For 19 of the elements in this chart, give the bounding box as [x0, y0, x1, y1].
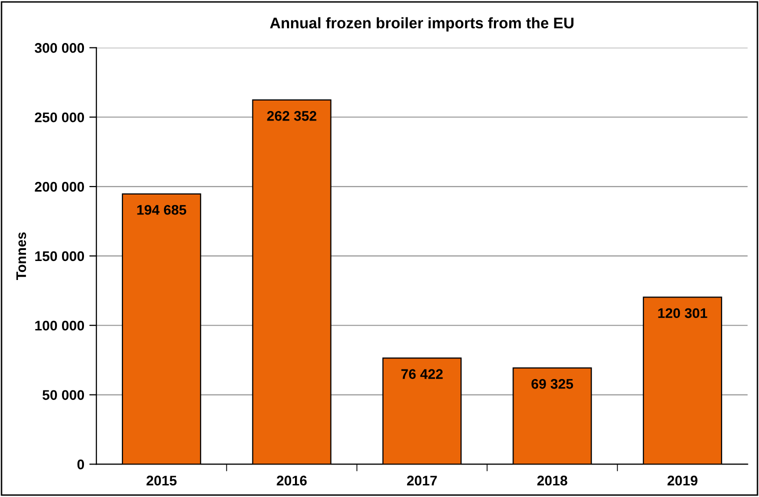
y-tick-label: 150 000	[35, 251, 84, 262]
data-label: 262 352	[267, 111, 316, 121]
x-tick-label: 2017	[407, 476, 437, 486]
data-label: 76 422	[401, 369, 443, 379]
chart-title: Annual frozen broiler imports from the EU	[270, 17, 574, 32]
data-label: 69 325	[532, 378, 574, 389]
y-axis-title: Tonnes	[16, 232, 26, 280]
y-tick-label: 50 000	[42, 390, 84, 400]
data-label: 120 301	[658, 308, 708, 318]
x-tick-label: 2015	[146, 476, 177, 486]
x-tick-label: 2016	[276, 476, 307, 486]
y-tick-label: 250 000	[34, 112, 84, 122]
data-label: 194 685	[137, 204, 186, 215]
y-tick-label: 300 000	[34, 43, 84, 53]
x-tick-label: 2018	[537, 476, 568, 486]
y-tick-label: 0	[77, 460, 84, 470]
y-tick-label: 100 000	[35, 320, 84, 331]
y-tick-label: 200 000	[34, 182, 84, 192]
x-tick-label: 2019	[668, 476, 698, 486]
